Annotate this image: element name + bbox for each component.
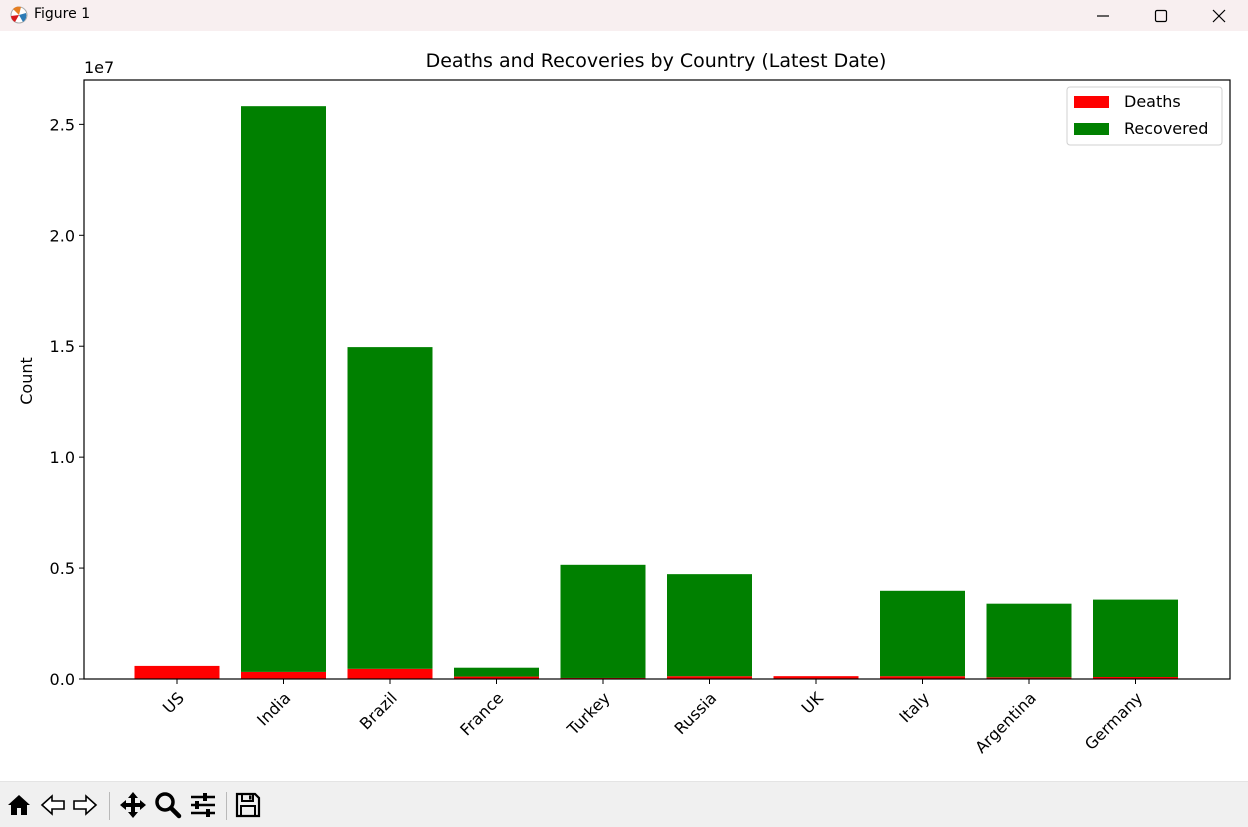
- bar-recovered-france: [454, 667, 539, 677]
- bar-deaths-italy: [880, 676, 965, 679]
- back-arrow-icon: [40, 794, 65, 816]
- maximize-button[interactable]: [1132, 0, 1190, 31]
- bar-recovered-russia: [667, 574, 752, 677]
- legend-swatch-deaths: [1074, 96, 1109, 108]
- bar-recovered-brazil: [347, 347, 433, 669]
- chart-title: Deaths and Recoveries by Country (Latest…: [426, 50, 887, 72]
- y-offset-label: 1e7: [84, 58, 114, 77]
- save-button[interactable]: [233, 790, 263, 820]
- x-tick-label: France: [456, 688, 507, 739]
- bar-chart: Deaths and Recoveries by Country (Latest…: [17, 50, 1231, 757]
- y-tick-label: 1.5: [50, 337, 75, 356]
- x-tick-label: Germany: [1081, 688, 1146, 753]
- toolbar-separator: [226, 792, 227, 820]
- toolbar-separator: [109, 792, 110, 820]
- figure-canvas: Deaths and Recoveries by Country (Latest…: [0, 31, 1248, 781]
- x-tick-label: Brazil: [356, 688, 401, 733]
- y-tick-label: 2.0: [50, 226, 75, 245]
- configure-subplots-button[interactable]: [188, 790, 218, 820]
- window-titlebar: Figure 1: [0, 0, 1248, 31]
- x-tick-label: US: [159, 688, 188, 717]
- matplotlib-app-icon: [10, 6, 28, 24]
- navigation-toolbar: [0, 781, 1248, 827]
- close-icon: [1212, 9, 1226, 22]
- x-tick-label: Turkey: [563, 688, 614, 739]
- bar-deaths-russia: [667, 676, 752, 679]
- y-ticks: 0.0 0.5 1.0 1.5 2.0 2.5: [50, 115, 84, 689]
- x-tick-label: Italy: [895, 688, 933, 726]
- home-button[interactable]: [4, 790, 34, 820]
- bar-recovered-italy: [880, 590, 965, 677]
- bar-recovered-argentina: [986, 603, 1072, 678]
- x-ticks: US India Brazil France Turkey Russia UK Italy Ar…: [159, 679, 1146, 757]
- bar-deaths-india: [241, 671, 326, 679]
- legend-swatch-recovered: [1074, 123, 1109, 135]
- minimize-icon: [1097, 14, 1109, 17]
- maximize-icon: [1154, 9, 1168, 22]
- x-tick-label: UK: [798, 688, 827, 717]
- bar-deaths-france: [454, 676, 539, 679]
- home-icon: [8, 795, 30, 815]
- y-tick-label: 2.5: [50, 115, 75, 134]
- back-button[interactable]: [38, 790, 68, 820]
- y-tick-label: 0.5: [50, 559, 75, 578]
- y-tick-label: 0.0: [50, 670, 75, 689]
- legend: Deaths Recovered: [1066, 86, 1223, 146]
- pan-button[interactable]: [118, 790, 148, 820]
- window-title: Figure 1: [34, 6, 91, 22]
- save-floppy-icon: [235, 792, 261, 818]
- close-button[interactable]: [1190, 0, 1248, 31]
- forward-arrow-icon: [73, 794, 98, 816]
- zoom-magnifier-icon: [155, 792, 182, 819]
- bar-recovered-turkey: [560, 564, 646, 678]
- bar-deaths-brazil: [347, 668, 433, 679]
- forward-button[interactable]: [70, 790, 100, 820]
- bar-deaths-uk: [773, 676, 859, 679]
- legend-label-recovered: Recovered: [1124, 119, 1208, 138]
- pan-move-icon: [120, 792, 146, 818]
- bar-deaths-germany: [1093, 677, 1178, 679]
- plot-frame: [83, 79, 1231, 680]
- legend-label-deaths: Deaths: [1124, 92, 1181, 111]
- y-tick-label: 1.0: [50, 448, 75, 467]
- bar-deaths-argentina: [986, 677, 1072, 679]
- x-tick-label: Russia: [670, 688, 720, 738]
- x-tick-label: Argentina: [971, 688, 1040, 757]
- minimize-button[interactable]: [1074, 0, 1132, 31]
- bar-recovered-india: [241, 106, 326, 672]
- zoom-button[interactable]: [153, 790, 183, 820]
- configure-subplots-icon: [191, 793, 215, 817]
- bar-deaths-us: [134, 665, 220, 679]
- bar-recovered-germany: [1093, 599, 1178, 678]
- bars-group: [134, 106, 1178, 679]
- x-tick-label: India: [253, 688, 294, 729]
- y-axis-label: Count: [17, 357, 36, 405]
